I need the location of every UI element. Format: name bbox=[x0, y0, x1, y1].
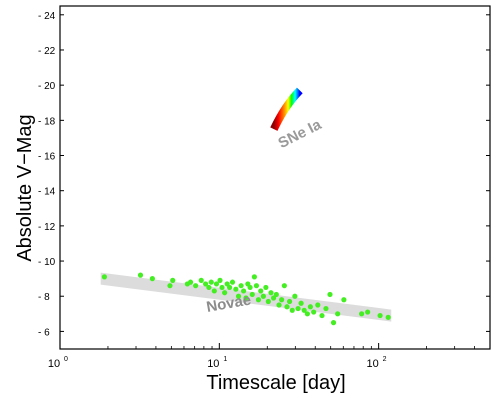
data-point bbox=[284, 304, 290, 310]
data-point bbox=[137, 272, 144, 278]
data-point bbox=[263, 284, 269, 291]
data-point bbox=[206, 284, 212, 291]
data-point bbox=[167, 283, 173, 289]
data-point bbox=[187, 279, 194, 285]
novae-points bbox=[101, 272, 391, 326]
data-point bbox=[301, 307, 307, 313]
data-point bbox=[377, 312, 383, 319]
y-tick-label: - 16 bbox=[38, 152, 56, 163]
data-point bbox=[268, 290, 274, 296]
data-point bbox=[229, 279, 236, 285]
y-tick-label: - 22 bbox=[38, 46, 56, 57]
data-point bbox=[213, 281, 220, 287]
x-axis-label: Timescale [day] bbox=[206, 372, 345, 394]
data-point bbox=[295, 305, 301, 312]
sne-ia-label: SNe Ia bbox=[276, 116, 325, 152]
data-point bbox=[251, 274, 257, 280]
data-point bbox=[211, 288, 217, 294]
data-point bbox=[298, 300, 304, 306]
y-tick-label: - 10 bbox=[38, 257, 56, 268]
data-point bbox=[253, 283, 260, 289]
data-point bbox=[385, 314, 391, 320]
data-point bbox=[315, 302, 321, 308]
y-tick-label: - 24 bbox=[38, 11, 56, 22]
data-point bbox=[276, 302, 282, 308]
plot-frame bbox=[59, 5, 491, 350]
data-point bbox=[307, 304, 314, 310]
y-tick-label: - 12 bbox=[38, 222, 56, 233]
data-point bbox=[311, 309, 317, 315]
data-point bbox=[359, 311, 365, 317]
y-tick-label: - 14 bbox=[38, 187, 56, 198]
y-axis-label: Absolute V−Mag bbox=[14, 114, 36, 261]
x-tick-exponent: 1 bbox=[223, 356, 227, 363]
data-point bbox=[219, 284, 225, 291]
x-axis-ticks: 10 0 10 1 10 2 bbox=[48, 343, 491, 370]
data-point bbox=[260, 293, 266, 299]
y-axis-ticks: - 6 - 8 - 10 - 12 - 14 - 16 - 18 - 20 - 22 - 24 bbox=[38, 11, 490, 338]
y-tick-label: - 20 bbox=[38, 81, 56, 92]
data-point bbox=[289, 307, 295, 313]
data-point bbox=[240, 288, 247, 294]
data-point bbox=[304, 311, 310, 317]
data-point bbox=[235, 293, 242, 299]
data-point bbox=[258, 288, 264, 294]
data-point bbox=[279, 297, 285, 303]
sne-ia-band bbox=[270, 87, 303, 131]
data-point bbox=[365, 309, 371, 315]
x-tick-exponent: 0 bbox=[64, 356, 68, 363]
highlight-regions bbox=[100, 87, 392, 322]
data-point bbox=[247, 284, 253, 291]
data-point bbox=[292, 293, 298, 299]
data-point bbox=[226, 284, 233, 291]
data-point bbox=[243, 295, 249, 301]
data-point bbox=[233, 286, 239, 292]
data-point bbox=[270, 295, 277, 301]
data-point bbox=[335, 311, 341, 317]
data-point bbox=[198, 277, 204, 283]
data-point bbox=[249, 291, 255, 298]
data-point bbox=[222, 290, 228, 296]
y-tick-label: - 18 bbox=[38, 116, 56, 127]
data-point bbox=[170, 277, 176, 283]
data-point bbox=[217, 277, 223, 283]
data-point bbox=[286, 298, 293, 305]
x-tick-exponent: 2 bbox=[383, 356, 387, 363]
data-point bbox=[101, 274, 108, 280]
y-tick-label: - 8 bbox=[38, 292, 50, 303]
data-point bbox=[327, 291, 333, 298]
data-point bbox=[208, 279, 214, 285]
data-point bbox=[193, 283, 199, 289]
data-point bbox=[281, 283, 287, 289]
data-point bbox=[238, 283, 244, 289]
x-tick-label: 10 bbox=[48, 358, 60, 370]
data-point bbox=[330, 320, 337, 326]
data-point bbox=[273, 291, 279, 298]
y-tick-label: - 6 bbox=[38, 327, 50, 338]
data-point bbox=[149, 276, 155, 282]
data-point bbox=[202, 281, 209, 287]
data-point bbox=[265, 298, 271, 305]
data-point bbox=[341, 297, 347, 303]
x-tick-label: 10 bbox=[367, 358, 379, 370]
data-point bbox=[255, 297, 262, 303]
data-point bbox=[319, 312, 325, 319]
data-point bbox=[323, 305, 329, 312]
x-tick-label: 10 bbox=[207, 358, 219, 370]
